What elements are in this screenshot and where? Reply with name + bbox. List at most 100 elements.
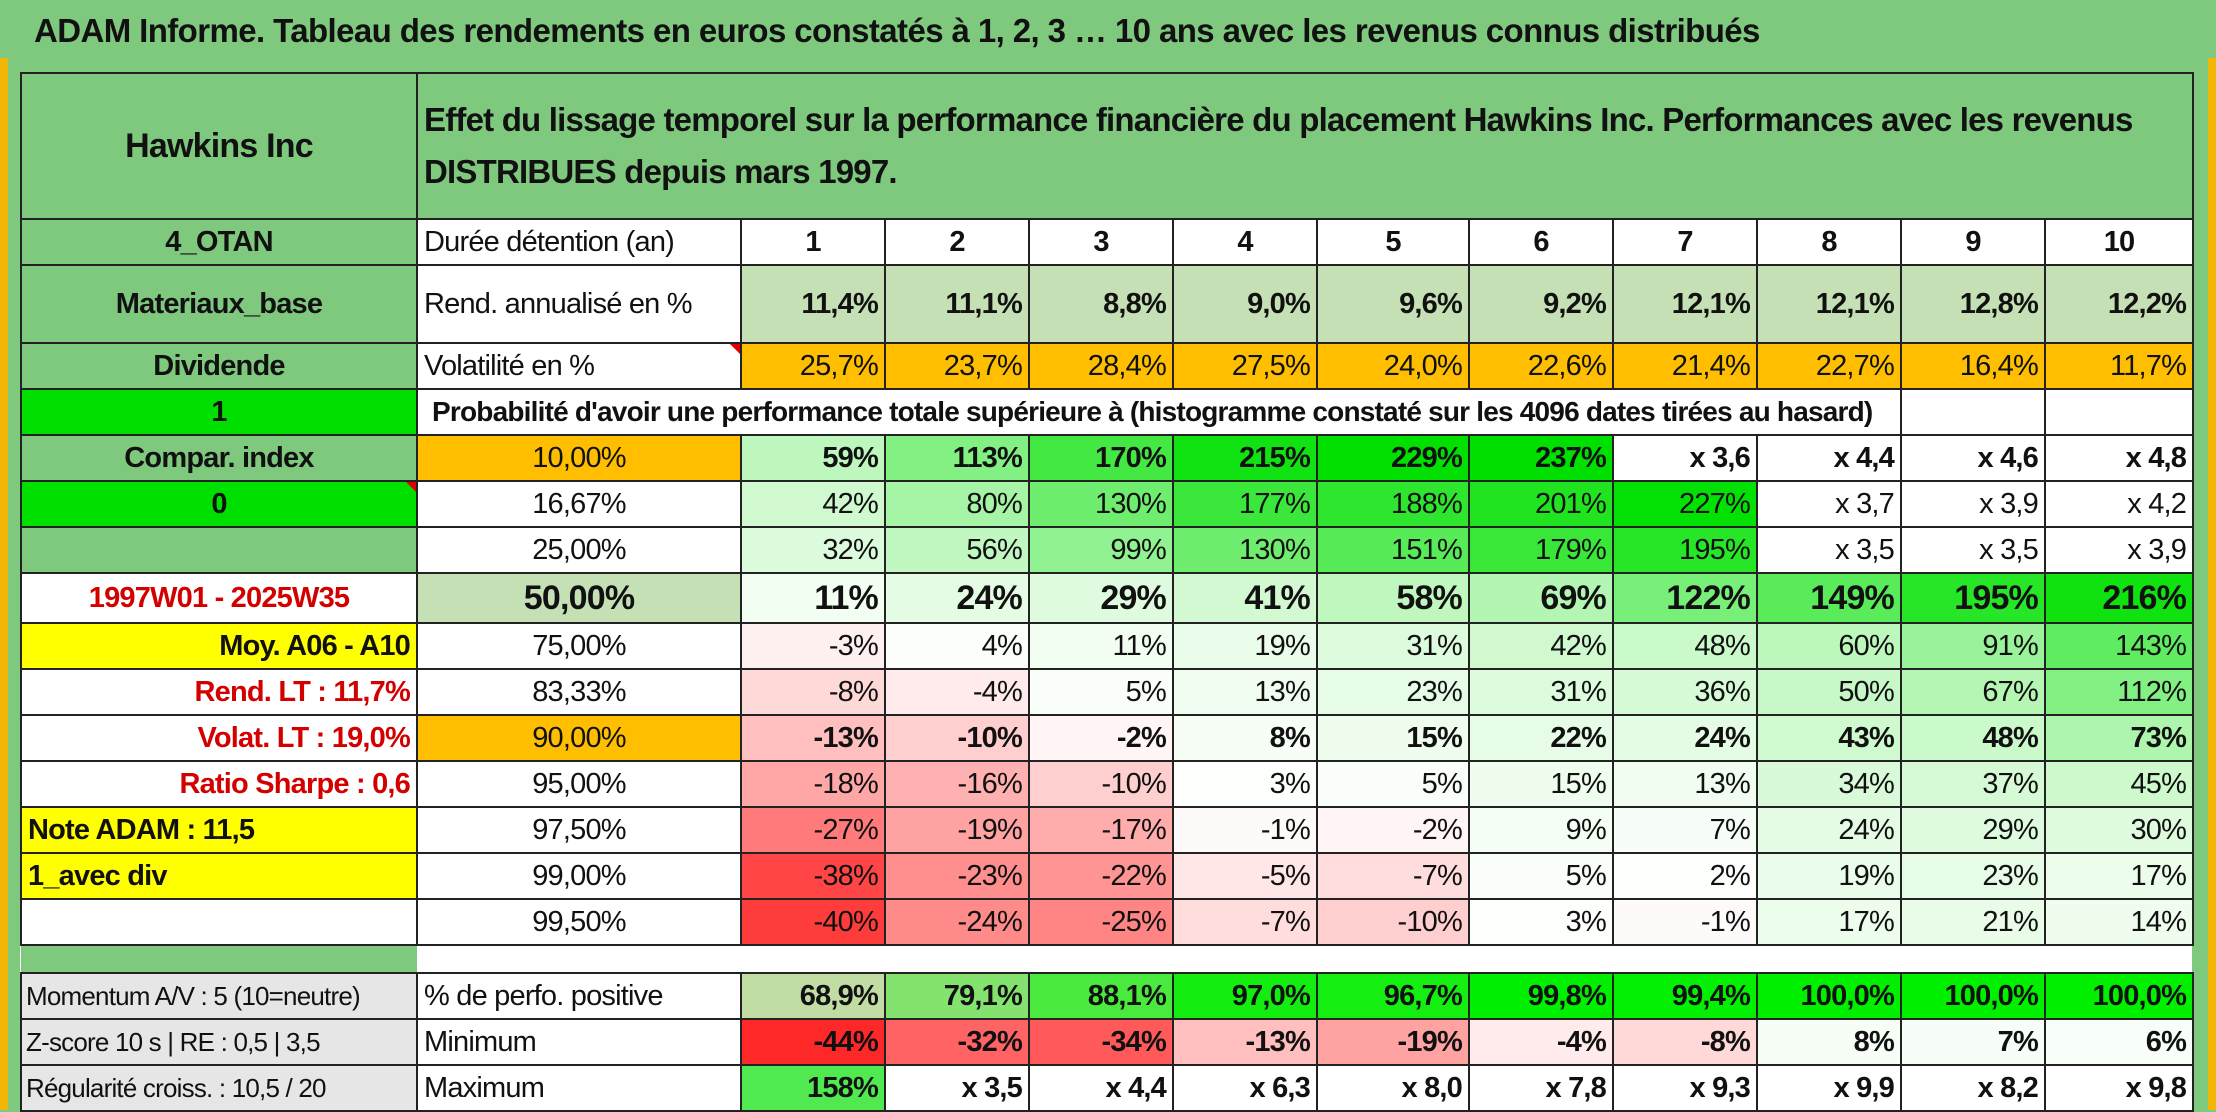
volat-cell: 11,7% — [2043, 342, 2195, 390]
probability-cell: 42% — [1468, 622, 1614, 670]
threshold-cell: 75,00% — [416, 622, 742, 670]
probability-cell: 19% — [1172, 622, 1318, 670]
probability-cell: 122% — [1612, 572, 1758, 624]
probability-cell: 130% — [1028, 480, 1174, 528]
minimum-cell: -34% — [1028, 1018, 1174, 1066]
probability-cell: 34% — [1756, 760, 1902, 808]
probability-cell: 151% — [1316, 526, 1470, 574]
volat-cell: 22,6% — [1468, 342, 1614, 390]
probability-cell: 3% — [1468, 898, 1614, 946]
probability-cell: -17% — [1028, 806, 1174, 854]
rend-cell: 12,8% — [1900, 264, 2046, 344]
spacer-cell — [417, 945, 2193, 973]
probability-cell: 59% — [740, 434, 886, 482]
probability-cell: 17% — [2043, 852, 2195, 900]
rend-cell: 8,8% — [1028, 264, 1174, 344]
probability-cell: 237% — [1468, 434, 1614, 482]
probability-cell: -1% — [1172, 806, 1318, 854]
probability-cell: 24% — [1612, 714, 1758, 762]
volat-label: Volatilité en % — [416, 342, 742, 390]
minimum-cell: -8% — [1612, 1018, 1758, 1066]
probability-cell: 67% — [1900, 668, 2046, 716]
minimum-cell: -4% — [1468, 1018, 1614, 1066]
maximum-cell: x 9,9 — [1756, 1064, 1902, 1112]
threshold-cell: 16,67% — [416, 480, 742, 528]
probability-cell: -18% — [740, 760, 886, 808]
probability-cell: -24% — [884, 898, 1030, 946]
probability-cell: 177% — [1172, 480, 1318, 528]
probability-cell: 30% — [2043, 806, 2195, 854]
probability-row: Compar. index 10,00% 59% 113% 170% 215% 229% 23… — [20, 434, 2195, 482]
side-label: Note ADAM : 11,5 — [20, 806, 418, 854]
probability-cell: 4% — [884, 622, 1030, 670]
volat-cell: 27,5% — [1172, 342, 1318, 390]
empty-cell — [1900, 388, 2046, 436]
probability-cell: -40% — [740, 898, 886, 946]
probability-cell: 91% — [1900, 622, 2046, 670]
probability-cell: 17% — [1756, 898, 1902, 946]
positive-row: Momentum A/V : 5 (10=neutre) % de perfo.… — [20, 972, 2195, 1020]
positive-cell: 79,1% — [884, 972, 1030, 1020]
probability-row: 1997W01 - 2025W35 50,00% 11% 24% 29% 41% 58% 69… — [20, 572, 2195, 624]
year-cell: 2 — [884, 218, 1030, 266]
probability-cell: 112% — [2043, 668, 2195, 716]
probability-cell: -23% — [884, 852, 1030, 900]
probability-cell: 22% — [1468, 714, 1614, 762]
positive-cell: 68,9% — [740, 972, 886, 1020]
maximum-cell: x 4,4 — [1028, 1064, 1174, 1112]
probability-cell: -22% — [1028, 852, 1174, 900]
years-row: 4_OTAN Durée détention (an) 1 2 3 4 5 6 … — [20, 218, 2195, 266]
rend-cell: 12,1% — [1612, 264, 1758, 344]
probability-row: Rend. LT : 11,7% 83,33% -8% -4% 5% 13% 23% 31% 3… — [20, 668, 2195, 716]
proba-label: Probabilité d'avoir une performance tota… — [416, 388, 1902, 436]
probability-cell: x 3,7 — [1756, 480, 1902, 528]
threshold-cell: 97,50% — [416, 806, 742, 854]
probability-cell: 11% — [1028, 622, 1174, 670]
positive-cell: 97,0% — [1172, 972, 1318, 1020]
probability-cell: 73% — [2043, 714, 2195, 762]
maximum-cell: x 7,8 — [1468, 1064, 1614, 1112]
duree-label: Durée détention (an) — [416, 218, 742, 266]
minimum-cell: -19% — [1316, 1018, 1470, 1066]
probability-cell: x 4,2 — [2043, 480, 2195, 528]
threshold-cell: 50,00% — [416, 572, 742, 624]
threshold-cell: 99,50% — [416, 898, 742, 946]
volat-row: Dividende Volatilité en % 25,7% 23,7% 28… — [20, 342, 2195, 390]
positive-cell: 100,0% — [2043, 972, 2195, 1020]
year-cell: 9 — [1900, 218, 2046, 266]
maximum-cell: x 8,2 — [1900, 1064, 2046, 1112]
side-label — [20, 526, 418, 574]
probability-row: Volat. LT : 19,0% 90,00% -13% -10% -2% 8% 15% 2… — [20, 714, 2195, 762]
probability-cell: -7% — [1316, 852, 1470, 900]
probability-row: 1_avec div 99,00% -38% -23% -22% -5% -7% 5% 2% 19… — [20, 852, 2195, 900]
probability-cell: x 3,6 — [1612, 434, 1758, 482]
probability-row: Moy. A06 - A10 75,00% -3% 4% 11% 19% 31% 42% 48%… — [20, 622, 2195, 670]
probability-cell: 32% — [740, 526, 886, 574]
probability-cell: 19% — [1756, 852, 1902, 900]
maximum-cell: x 6,3 — [1172, 1064, 1318, 1112]
side-label: 1997W01 - 2025W35 — [20, 572, 418, 624]
probability-cell: 201% — [1468, 480, 1614, 528]
side-label: Moy. A06 - A10 — [20, 622, 418, 670]
probability-cell: 80% — [884, 480, 1030, 528]
spacer-row — [21, 945, 2193, 973]
minimum-cell: -44% — [740, 1018, 886, 1066]
probability-cell: x 4,6 — [1900, 434, 2046, 482]
probability-cell: 24% — [1756, 806, 1902, 854]
probability-row: 0 16,67% 42% 80% 130% 177% 188% 201% 227% x 3,7 x … — [20, 480, 2195, 528]
side-label: Ratio Sharpe : 0,6 — [20, 760, 418, 808]
positive-cell: 100,0% — [1756, 972, 1902, 1020]
probability-row: Ratio Sharpe : 0,6 95,00% -18% -16% -10% 3% 5%… — [20, 760, 2195, 808]
year-cell: 7 — [1612, 218, 1758, 266]
rend-cell: 11,4% — [740, 264, 886, 344]
zscore-label: Z-score 10 s | RE : 0,5 | 3,5 — [20, 1018, 418, 1066]
probability-cell: x 3,5 — [1900, 526, 2046, 574]
probability-cell: 9% — [1468, 806, 1614, 854]
probability-cell: 195% — [1612, 526, 1758, 574]
regularite-label: Régularité croiss. : 10,5 / 20 — [20, 1064, 418, 1112]
probability-cell: -5% — [1172, 852, 1318, 900]
year-cell: 3 — [1028, 218, 1174, 266]
probability-cell: 31% — [1316, 622, 1470, 670]
rend-label: Rend. annualisé en % — [416, 264, 742, 344]
year-cell: 10 — [2043, 218, 2195, 266]
